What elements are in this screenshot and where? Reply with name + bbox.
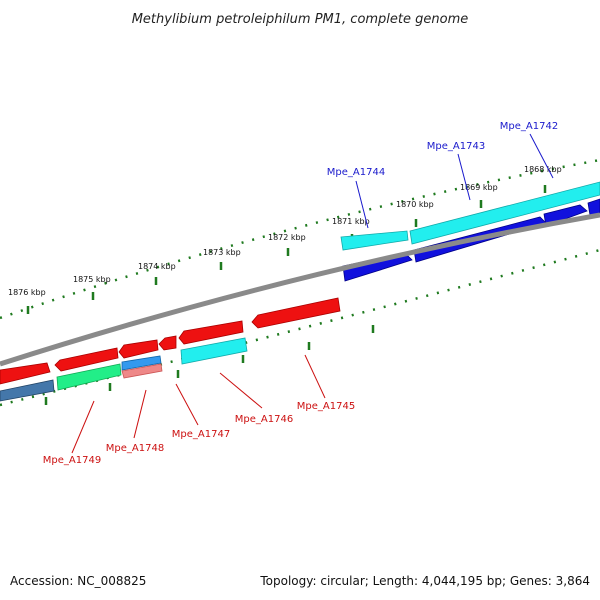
scale-label: 1876 kbp xyxy=(8,288,46,297)
gene-feature-blue xyxy=(587,198,600,216)
reverse-strand-genes xyxy=(0,297,341,402)
scale-label: 1873 kbp xyxy=(203,248,241,257)
gene-feature-red xyxy=(0,362,51,385)
gene-leader-lines xyxy=(71,133,554,454)
scale-label: 1875 kbp xyxy=(73,275,111,284)
gene-label-mpe-a1747: Mpe_A1747 xyxy=(172,429,230,440)
gene-feature-red xyxy=(54,347,119,372)
gene-label-mpe-a1745: Mpe_A1745 xyxy=(297,401,355,412)
scale-label: 1874 kbp xyxy=(138,262,176,271)
gene-label-mpe-a1742: Mpe_A1742 xyxy=(500,121,558,132)
scale-label: 1868 kbp xyxy=(524,165,562,174)
gene-feature-salmon xyxy=(121,363,163,379)
scale-labels: 1876 kbp 1875 kbp 1874 kbp 1873 kbp 1872… xyxy=(8,165,562,297)
map-title: Methylibium petroleiphilum PM1, complete… xyxy=(132,12,469,27)
forward-gene-labels: Mpe_A1744 Mpe_A1743 Mpe_A1742 xyxy=(327,121,558,178)
gene-feature-green xyxy=(56,363,122,391)
scale-label: 1869 kbp xyxy=(460,183,498,192)
gene-feature-cyan xyxy=(409,181,600,245)
forward-strand-genes xyxy=(340,181,600,282)
gene-label-mpe-a1746: Mpe_A1746 xyxy=(235,414,293,425)
gene-feature-steelblue xyxy=(0,379,55,402)
reverse-gene-labels: Mpe_A1745 Mpe_A1746 Mpe_A1747 Mpe_A1748 … xyxy=(43,401,355,466)
gene-label-mpe-a1743: Mpe_A1743 xyxy=(427,141,485,152)
topology-summary: Topology: circular; Length: 4,044,195 bp… xyxy=(260,574,590,588)
outer-major-ticks xyxy=(26,185,547,314)
scale-label: 1870 kbp xyxy=(396,200,434,209)
gene-feature-cyan xyxy=(340,230,409,251)
gene-label-mpe-a1744: Mpe_A1744 xyxy=(327,167,385,178)
gene-feature-red xyxy=(118,339,159,359)
inner-scale-track xyxy=(0,248,600,407)
genome-backbone xyxy=(0,212,600,367)
gene-feature-lightblue xyxy=(121,355,162,371)
inner-major-ticks xyxy=(44,325,375,405)
accession-text: Accession: NC_008825 xyxy=(10,574,147,588)
gene-label-mpe-a1748: Mpe_A1748 xyxy=(106,443,164,454)
gene-feature-red xyxy=(251,297,341,329)
gene-label-mpe-a1749: Mpe_A1749 xyxy=(43,455,101,466)
gene-feature-cyan xyxy=(180,337,248,365)
gene-feature-red xyxy=(158,335,177,351)
scale-label: 1872 kbp xyxy=(268,233,306,242)
outer-scale-track xyxy=(0,158,600,320)
scale-label: 1871 kbp xyxy=(332,217,370,226)
gene-feature-red xyxy=(178,320,244,345)
